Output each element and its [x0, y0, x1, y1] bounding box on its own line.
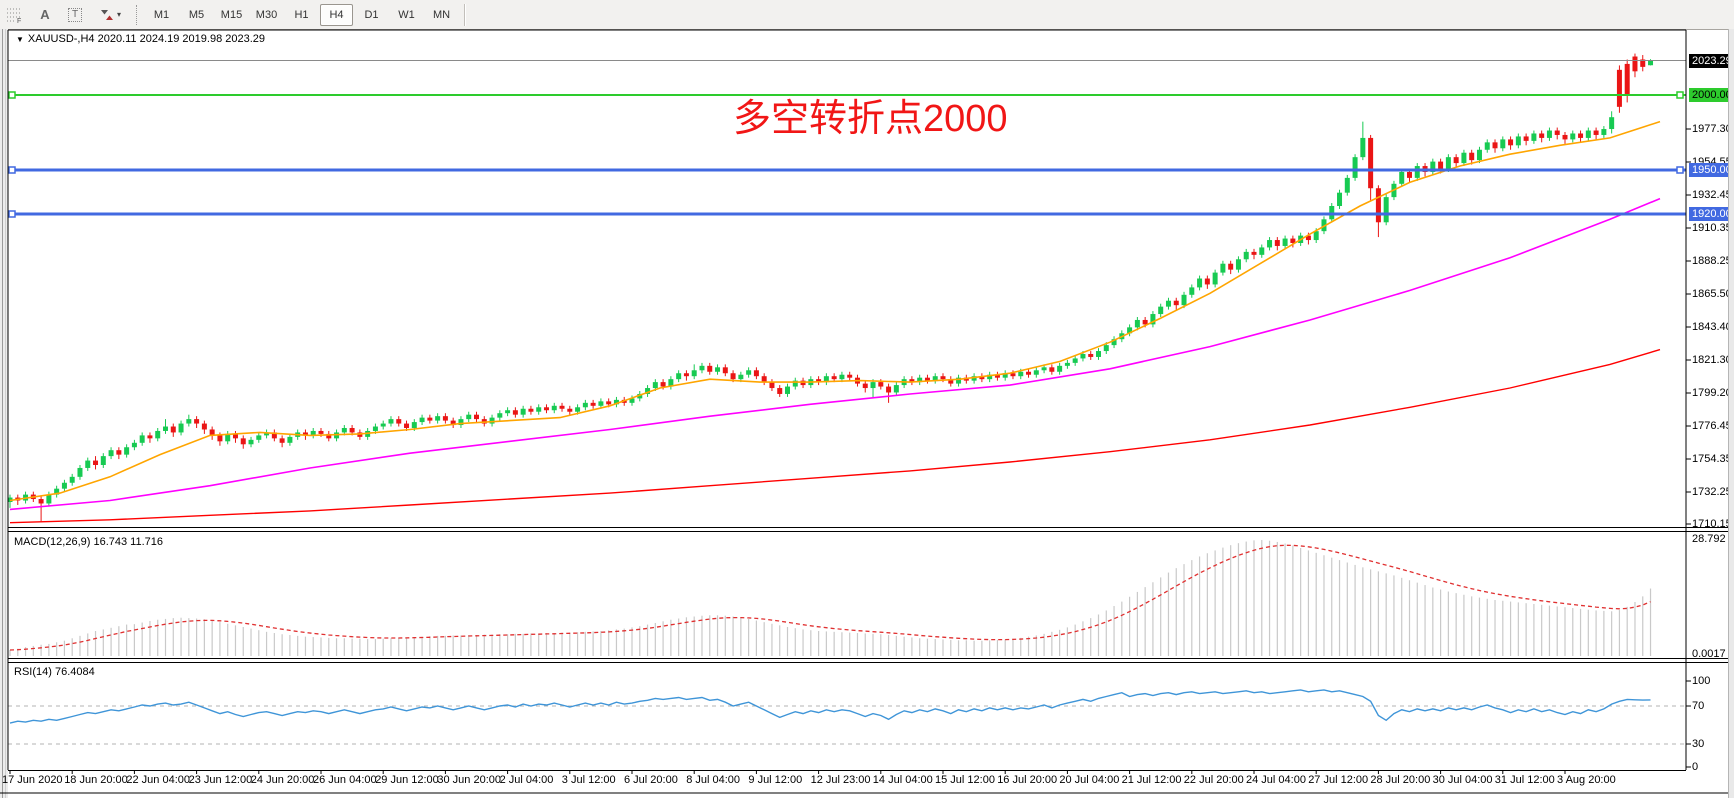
timeframe-button-M1[interactable]: M1	[153, 8, 170, 21]
grid-icon: F	[7, 8, 21, 23]
toolbar-separator	[136, 4, 138, 25]
timeframe-group: M1 M5 M15 M30 H1 H4 D1 W1 MN	[144, 3, 459, 26]
text-label-icon: A	[40, 7, 50, 22]
svg-text:F: F	[17, 18, 21, 23]
text-box-icon: T	[67, 7, 83, 22]
text-box-tool-button[interactable]: T	[61, 3, 89, 27]
timeframe-button-M5[interactable]: M5	[188, 8, 205, 21]
toolbar: F A T ▾ M1 M5 M15 M30 H1 H4 D1 W1 MN	[0, 0, 1734, 30]
timeframe-button-M30[interactable]: M30	[255, 8, 278, 21]
arrow-objects-button[interactable]: ▾	[91, 3, 129, 27]
arrows-icon	[100, 9, 113, 20]
timeframe-button-D1[interactable]: D1	[364, 8, 379, 21]
timeframe-button-H4[interactable]: H4	[320, 3, 353, 26]
chevron-down-icon: ▾	[116, 10, 121, 19]
text-label-tool-button[interactable]: A	[31, 3, 59, 27]
timeframe-button-W1[interactable]: W1	[398, 8, 415, 21]
window-left-frame	[0, 29, 8, 798]
timeframe-button-M15[interactable]: M15	[220, 8, 243, 21]
window-right-frame	[1728, 29, 1734, 798]
fibonacci-grid-icon[interactable]: F	[1, 3, 29, 27]
timeframe-button-H1[interactable]: H1	[294, 8, 309, 21]
timeframe-button-MN[interactable]: MN	[432, 8, 451, 21]
toolbar-separator	[464, 3, 465, 26]
